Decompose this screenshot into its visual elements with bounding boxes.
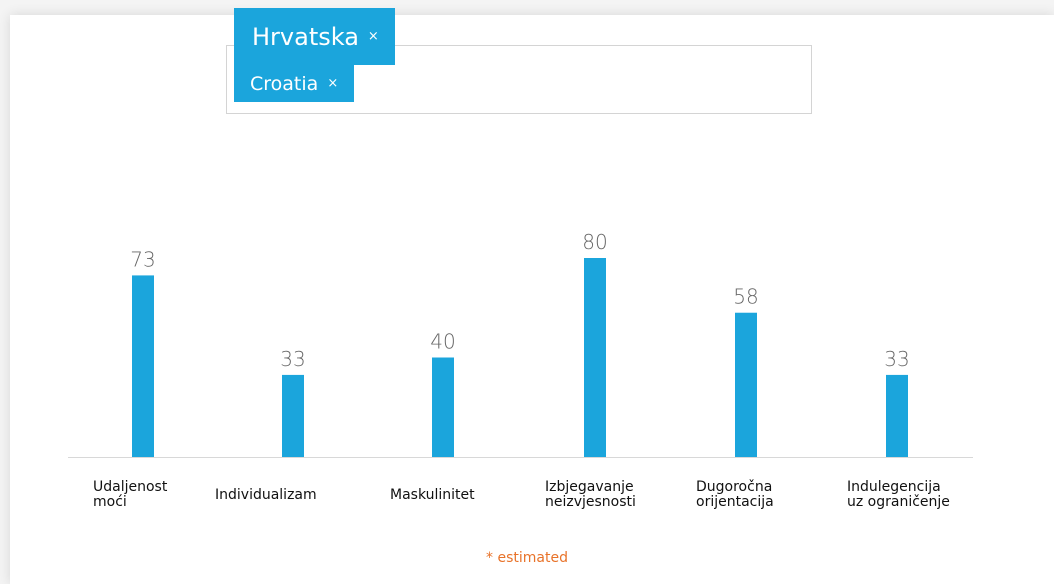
- bar: [432, 357, 454, 457]
- tag-label: Hrvatska: [252, 22, 359, 51]
- value-label: 58: [733, 285, 758, 309]
- value-label: 40: [430, 330, 455, 354]
- bar: [735, 312, 757, 457]
- category-label: Izbjegavanje neizvjesnosti: [545, 479, 636, 510]
- category-label: Indulegencija uz ograničenje: [847, 479, 950, 510]
- tag: Croatia ×: [234, 65, 355, 102]
- bar: [584, 258, 606, 457]
- value-label: 33: [280, 347, 305, 371]
- bar: [132, 275, 154, 457]
- bar: [282, 374, 304, 457]
- value-label: 80: [582, 230, 607, 254]
- bar: [886, 374, 908, 457]
- tag: Hrvatska ×: [234, 8, 395, 65]
- value-label: 73: [130, 247, 155, 271]
- category-label: Dugoročna orijentacija: [696, 479, 774, 510]
- value-label: 33: [884, 347, 909, 371]
- tag-label: Croatia: [250, 72, 319, 95]
- category-label: Individualizam: [215, 486, 317, 503]
- note: * estimated: [486, 550, 568, 566]
- tag-remove[interactable]: ×: [367, 29, 379, 44]
- category-label: Maskulinitet: [390, 486, 475, 503]
- tag-remove[interactable]: ×: [327, 76, 339, 91]
- category-label: Udaljenost moći: [93, 479, 168, 510]
